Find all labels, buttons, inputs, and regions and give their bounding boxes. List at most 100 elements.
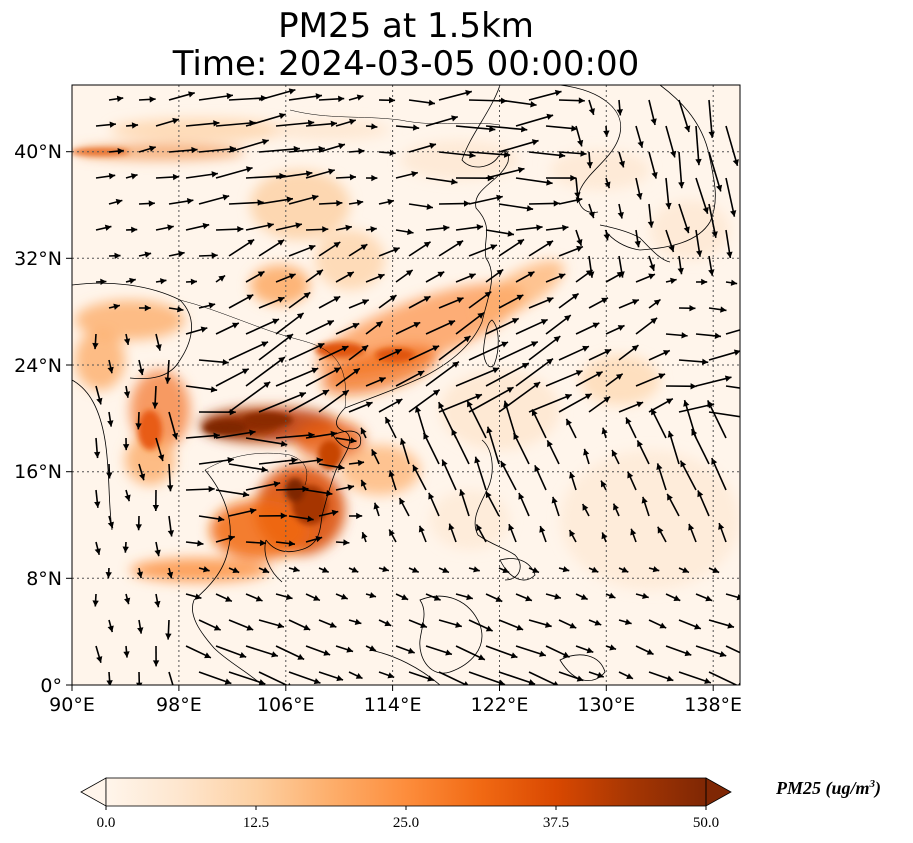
wind-vector-head <box>603 130 610 137</box>
wind-vector-head <box>586 161 593 169</box>
wind-vector-head <box>673 595 681 601</box>
wind-vector-shaft <box>228 139 269 153</box>
wind-vector-head <box>261 466 268 473</box>
wind-vector-head <box>336 675 344 682</box>
wind-vector-head <box>630 528 637 536</box>
wind-vector-head <box>137 368 145 376</box>
wind-vector-head <box>569 622 577 629</box>
wind-vector-head <box>232 322 239 329</box>
wind-vector-head <box>704 677 711 684</box>
wind-vector-head <box>307 119 315 127</box>
wind-vectors <box>92 88 756 685</box>
wind-vector-shaft <box>695 125 700 166</box>
wind-vector-head <box>566 418 572 426</box>
wind-vector-shaft <box>468 386 514 413</box>
wind-vector-head <box>351 566 359 573</box>
y-tick-label: 0° <box>40 675 62 697</box>
wind-vector-head <box>562 224 569 232</box>
wind-vector-head <box>484 291 492 298</box>
wind-vector-head <box>360 479 367 487</box>
colorbar-tick-label: 37.5 <box>543 815 569 831</box>
wind-vector-head <box>225 595 232 602</box>
wind-vector-head <box>466 593 473 601</box>
wind-vector-head <box>315 93 322 100</box>
wind-vector-shaft <box>708 411 740 418</box>
wind-vector-head <box>217 515 225 523</box>
wind-vector-head <box>627 471 634 479</box>
wind-vector-head <box>259 539 267 547</box>
wind-vector-head <box>371 174 378 182</box>
wind-vector-shaft <box>485 125 528 131</box>
wind-vector-head <box>604 349 612 355</box>
wind-vector-head <box>399 497 406 505</box>
wind-vector-head <box>743 414 749 420</box>
wind-vector-head <box>564 315 571 322</box>
wind-vector-head <box>616 272 624 278</box>
wind-vector-head <box>135 423 142 430</box>
wind-vector-head <box>94 548 101 555</box>
wind-vector-head <box>730 210 737 217</box>
wind-vector-head <box>463 336 471 343</box>
wind-vector-shaft <box>258 147 300 153</box>
wind-vector-head <box>558 152 566 159</box>
wind-vector-head <box>558 273 566 280</box>
wind-vector-head <box>489 125 496 133</box>
wind-vector-head <box>442 567 449 573</box>
wind-vector-head <box>681 332 688 339</box>
wind-vector-head <box>503 151 511 158</box>
wind-vector-shaft <box>258 671 289 685</box>
wind-vector-head <box>564 393 572 400</box>
wind-vector-head <box>213 624 221 631</box>
wind-vector-head <box>291 457 298 464</box>
wind-vector-head <box>580 593 588 600</box>
wind-vector-head <box>277 622 284 629</box>
wind-vector-head <box>328 168 335 175</box>
wind-vector-head <box>218 275 226 282</box>
wind-vector-shaft <box>466 400 487 439</box>
wind-vector-head <box>327 320 334 327</box>
x-tick-label: 114°E <box>364 694 422 716</box>
wind-vector-head <box>517 166 525 174</box>
colorbar-tick-label: 0.0 <box>97 815 116 831</box>
wind-vector-head <box>632 299 639 305</box>
wind-vector-head <box>232 567 240 573</box>
wind-vector-head <box>115 198 123 206</box>
wind-vector-head <box>569 471 576 479</box>
wind-vector-head <box>540 319 548 325</box>
wind-vector-head <box>123 338 131 345</box>
wind-vector-head <box>546 358 554 365</box>
wind-vector-head <box>318 145 325 153</box>
wind-vector-head <box>601 297 608 304</box>
wind-vector-head <box>711 231 718 238</box>
wind-vector-head <box>492 367 500 374</box>
wind-vector-head <box>278 357 285 364</box>
wind-vector-head <box>164 377 172 384</box>
wind-vector-head <box>144 304 151 312</box>
wind-vector-head <box>237 225 244 233</box>
wind-vector-head <box>350 437 357 444</box>
wind-vector-head <box>513 433 520 440</box>
wind-vector-head <box>427 675 434 682</box>
wind-vector-head <box>621 566 629 573</box>
wind-vector-head <box>478 654 485 661</box>
wind-vector-head <box>407 228 414 236</box>
wind-vector-head <box>745 325 752 331</box>
wind-vector-head <box>361 345 369 352</box>
wind-vector-head <box>689 305 696 312</box>
wind-vector-head <box>280 512 287 519</box>
wind-vector-head <box>433 594 441 601</box>
wind-vector-head <box>474 456 481 464</box>
wind-vector-head <box>525 595 532 602</box>
wind-vector-head <box>749 655 756 661</box>
wind-vector-head <box>371 123 378 130</box>
wind-vector-head <box>503 400 510 408</box>
wind-vector-shaft <box>318 389 350 413</box>
x-tick-label: 122°E <box>471 694 529 716</box>
wind-vector-head <box>707 400 714 408</box>
wind-vector-head <box>691 429 698 436</box>
wind-vector-head <box>158 454 165 462</box>
wind-vector-shaft <box>545 370 583 387</box>
wind-vector-head <box>463 681 469 685</box>
wind-vector-head <box>545 621 552 628</box>
wind-vector-head <box>377 273 385 280</box>
